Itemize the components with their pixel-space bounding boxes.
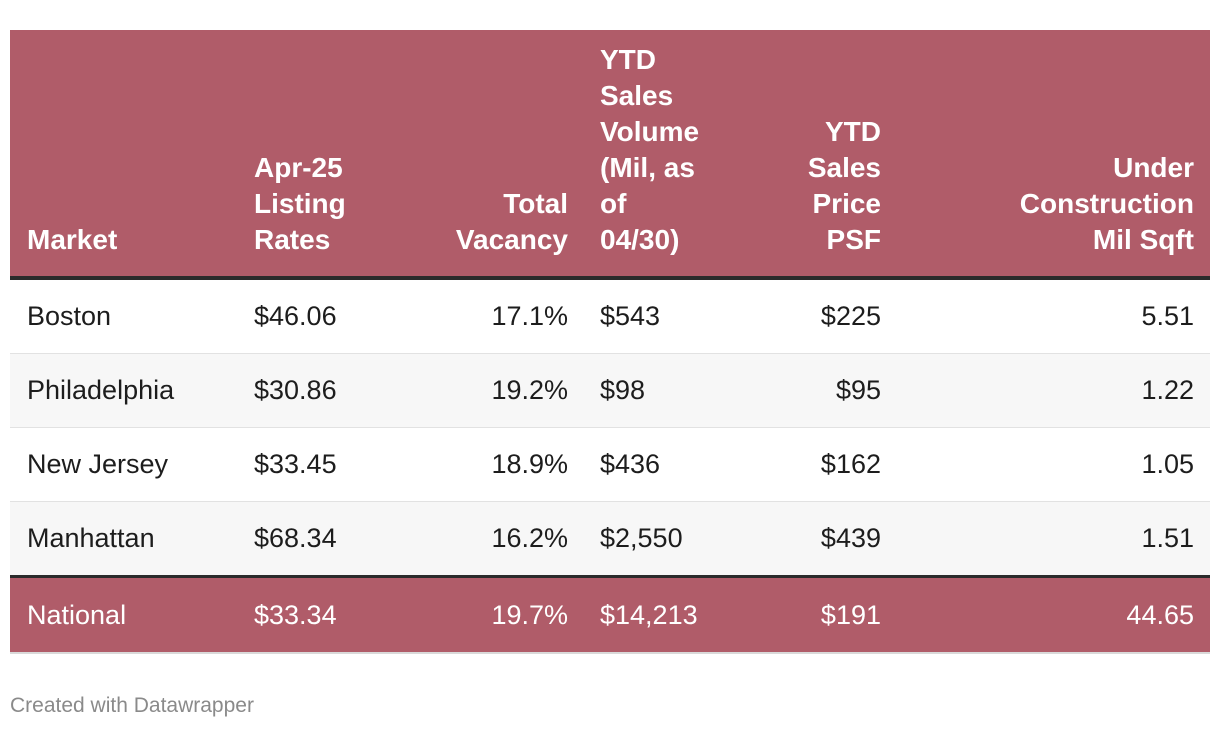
column-header-price[interactable]: YTD Sales Price PSF	[749, 30, 897, 280]
column-header-line: Total	[503, 188, 568, 219]
cell-price: $225	[749, 278, 897, 354]
table-row: Philadelphia $30.86 19.2% $98 $95 1.22	[10, 353, 1210, 428]
total-cell-price: $191	[749, 576, 897, 654]
cell-listing: $46.06	[238, 278, 396, 354]
column-header-line: Vacancy	[455, 224, 568, 255]
cell-listing: $30.86	[238, 353, 396, 428]
cell-volume: $98	[584, 353, 749, 428]
total-cell-vacancy: 19.7%	[396, 576, 584, 654]
column-header-line: of	[600, 188, 627, 219]
total-cell-market: National	[10, 576, 238, 654]
cell-construction: 1.51	[897, 501, 1210, 578]
table-row: New Jersey $33.45 18.9% $436 $162 1.05	[10, 427, 1210, 502]
total-row: National $33.34 19.7% $14,213 $191 44.65	[10, 576, 1210, 654]
data-table-container: Market Apr-25 Listing Rates Total Vacancy YTD S…	[10, 30, 1210, 654]
column-header-line: 04/30)	[600, 224, 680, 255]
data-table: Market Apr-25 Listing Rates Total Vacancy YTD S…	[10, 30, 1210, 654]
column-header-line: Listing	[254, 188, 346, 219]
column-header-line: Mil Sqft	[1092, 224, 1194, 255]
cell-vacancy: 17.1%	[396, 278, 584, 354]
cell-volume: $436	[584, 427, 749, 502]
column-header-line: Price	[812, 188, 882, 219]
cell-price: $439	[749, 501, 897, 578]
cell-construction: 1.22	[897, 353, 1210, 428]
cell-volume: $2,550	[584, 501, 749, 578]
column-header-line: YTD	[600, 44, 656, 75]
table-row: Manhattan $68.34 16.2% $2,550 $439 1.51	[10, 501, 1210, 578]
column-header-line: Sales	[807, 152, 881, 183]
cell-market: Boston	[10, 278, 238, 354]
cell-market: Manhattan	[10, 501, 238, 578]
table-body: Boston $46.06 17.1% $543 $225 5.51 Philadelphi…	[10, 278, 1210, 578]
column-header-line: Construction	[1019, 188, 1194, 219]
cell-price: $95	[749, 353, 897, 428]
column-header-line: YTD	[825, 116, 881, 147]
total-cell-construction: 44.65	[897, 576, 1210, 654]
column-header-market[interactable]: Market	[10, 30, 238, 280]
column-header-line: PSF	[826, 224, 881, 255]
total-cell-listing: $33.34	[238, 576, 396, 654]
column-header-line: (Mil, as	[600, 152, 695, 183]
cell-construction: 1.05	[897, 427, 1210, 502]
cell-vacancy: 16.2%	[396, 501, 584, 578]
cell-listing: $68.34	[238, 501, 396, 578]
cell-market: New Jersey	[10, 427, 238, 502]
column-header-line: Volume	[600, 116, 700, 147]
cell-construction: 5.51	[897, 278, 1210, 354]
datawrapper-credit: Created with Datawrapper	[10, 694, 254, 717]
cell-volume: $543	[584, 278, 749, 354]
table-total: National $33.34 19.7% $14,213 $191 44.65	[10, 576, 1210, 654]
column-header-vacancy[interactable]: Total Vacancy	[396, 30, 584, 280]
column-header-line: Rates	[254, 224, 331, 255]
table-header: Market Apr-25 Listing Rates Total Vacancy YTD S…	[10, 30, 1210, 280]
cell-listing: $33.45	[238, 427, 396, 502]
column-header-line: Sales	[600, 80, 674, 111]
column-header-volume[interactable]: YTD Sales Volume (Mil, as of 04/30)	[584, 30, 749, 280]
column-header-listing[interactable]: Apr-25 Listing Rates	[238, 30, 396, 280]
cell-vacancy: 18.9%	[396, 427, 584, 502]
column-header-line: Apr-25	[254, 152, 343, 183]
column-header-construction[interactable]: Under Construction Mil Sqft	[897, 30, 1210, 280]
table-row: Boston $46.06 17.1% $543 $225 5.51	[10, 278, 1210, 354]
column-header-line: Market	[27, 224, 118, 255]
cell-vacancy: 19.2%	[396, 353, 584, 428]
cell-market: Philadelphia	[10, 353, 238, 428]
header-row: Market Apr-25 Listing Rates Total Vacancy YTD S…	[10, 30, 1210, 280]
total-cell-volume: $14,213	[584, 576, 749, 654]
column-header-line: Under	[1113, 152, 1194, 183]
cell-price: $162	[749, 427, 897, 502]
